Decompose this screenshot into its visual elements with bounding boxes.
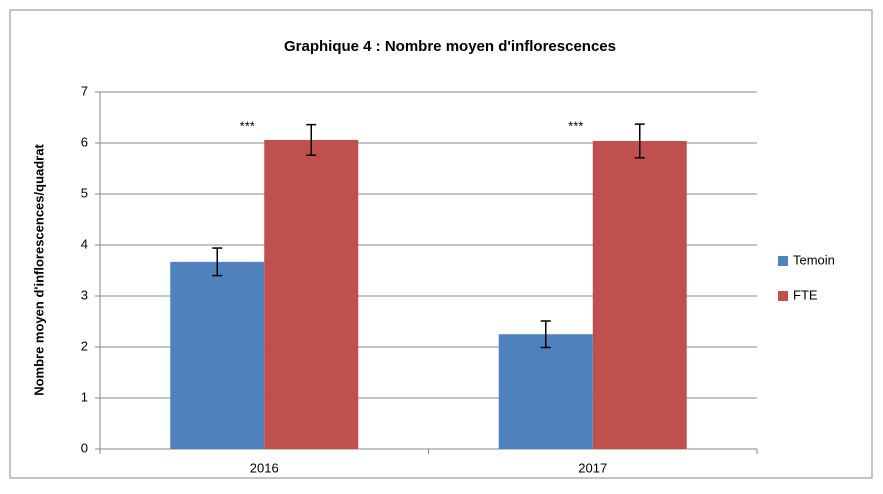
- x-tick-label: 2016: [250, 460, 279, 475]
- y-tick-label: 0: [81, 440, 88, 455]
- chart-border: [9, 9, 873, 479]
- legend-label: FTE: [793, 287, 818, 302]
- x-tick-label: 2017: [578, 460, 607, 475]
- y-tick-label: 3: [81, 287, 88, 302]
- y-tick-label: 5: [81, 185, 88, 200]
- bar: [264, 139, 359, 449]
- legend-swatch: [778, 256, 788, 266]
- error-bar: [540, 320, 551, 349]
- bar: [498, 334, 593, 449]
- y-tick-label: 1: [81, 389, 88, 404]
- legend-swatch: [778, 291, 788, 301]
- chart-title: Graphique 4 : Nombre moyen d'inflorescen…: [284, 38, 616, 55]
- y-tick-label: 6: [81, 134, 88, 149]
- bar: [170, 261, 265, 449]
- error-bar: [306, 123, 317, 156]
- annotation: ***: [240, 118, 255, 133]
- y-tick-label: 7: [81, 83, 88, 98]
- y-tick-label: 4: [81, 236, 88, 251]
- y-tick-label: 2: [81, 338, 88, 353]
- legend-label: Temoin: [793, 252, 835, 267]
- error-bar: [634, 123, 645, 159]
- error-bar: [212, 247, 223, 277]
- y-axis-label: Nombre moyen d'inflorescences/quadrat: [31, 144, 46, 396]
- bar: [592, 140, 687, 449]
- annotation: ***: [568, 118, 583, 133]
